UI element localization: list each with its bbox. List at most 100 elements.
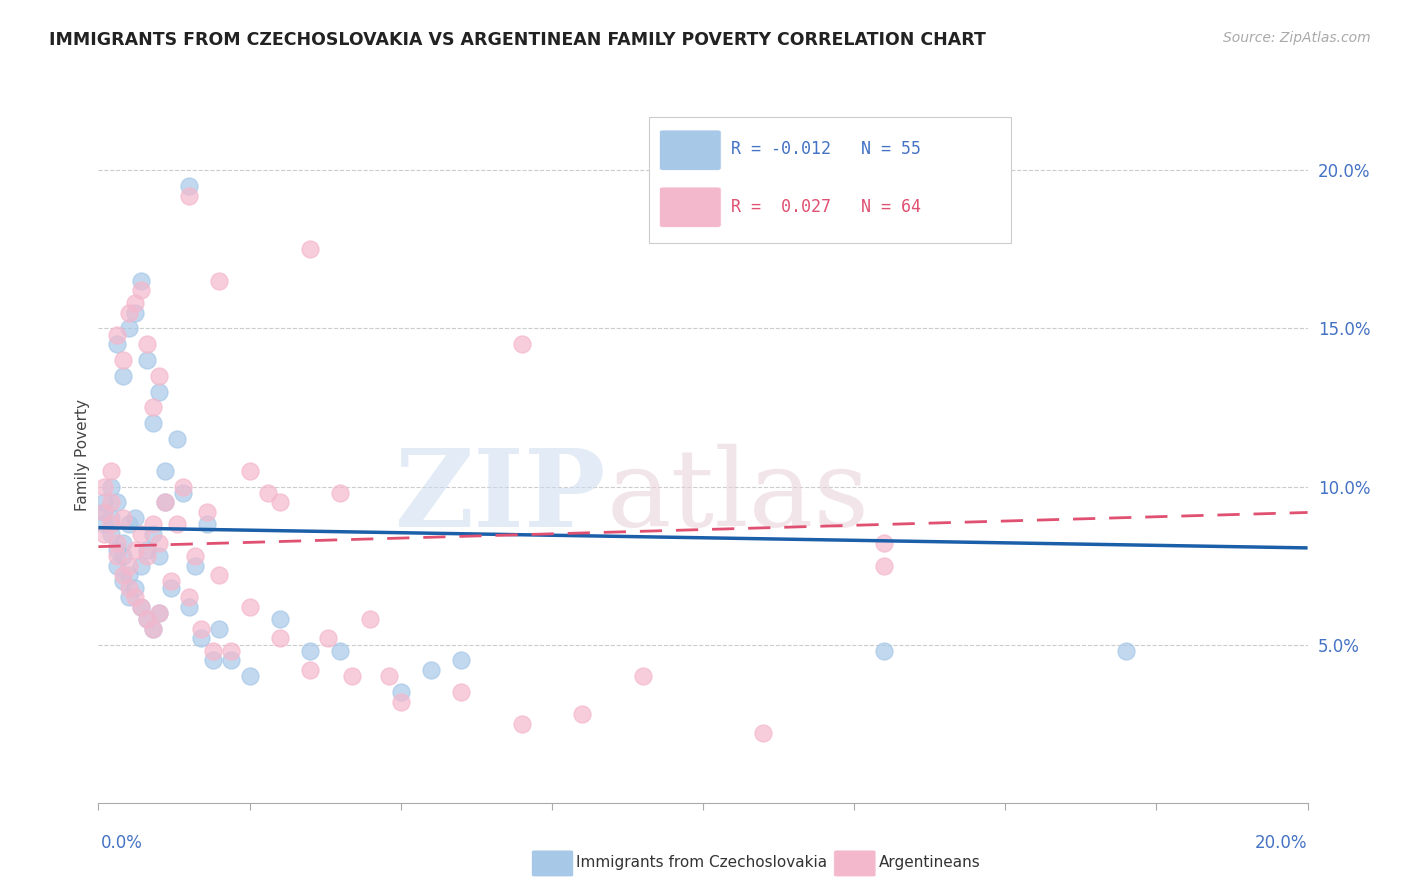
Point <box>510 337 533 351</box>
Point <box>118 517 141 532</box>
Text: IMMIGRANTS FROM CZECHOSLOVAKIA VS ARGENTINEAN FAMILY POVERTY CORRELATION CHART: IMMIGRANTS FROM CZECHOSLOVAKIA VS ARGENT… <box>49 31 986 49</box>
Point <box>221 644 243 658</box>
Point <box>105 327 128 342</box>
Point <box>195 517 218 532</box>
Point <box>256 486 278 500</box>
Point <box>148 606 170 620</box>
Point <box>124 305 146 319</box>
Point <box>342 669 364 683</box>
Point <box>105 542 128 557</box>
Point <box>360 612 382 626</box>
Point <box>135 337 157 351</box>
Point <box>124 511 146 525</box>
Point <box>142 622 165 636</box>
Point <box>166 432 188 446</box>
Point <box>179 188 201 202</box>
Point <box>510 716 533 731</box>
Point <box>129 274 152 288</box>
Point <box>135 353 157 368</box>
FancyBboxPatch shape <box>659 130 721 170</box>
Point <box>299 243 322 257</box>
Point <box>100 511 122 525</box>
Point <box>153 495 176 509</box>
Point <box>208 622 231 636</box>
Point <box>148 536 170 550</box>
Point <box>160 581 183 595</box>
Point <box>93 505 115 519</box>
Point <box>93 527 115 541</box>
Point <box>377 669 399 683</box>
Point <box>172 479 194 493</box>
Text: 20.0%: 20.0% <box>1256 834 1308 852</box>
Point <box>208 568 231 582</box>
Point <box>142 401 165 415</box>
Text: Immigrants from Czechoslovakia: Immigrants from Czechoslovakia <box>576 855 828 870</box>
Point <box>571 707 593 722</box>
Point <box>179 591 201 605</box>
Text: R = -0.012   N = 55: R = -0.012 N = 55 <box>731 140 921 159</box>
Point <box>239 599 262 614</box>
Point <box>135 612 157 626</box>
Point <box>184 549 207 563</box>
Point <box>100 517 122 532</box>
Point <box>129 599 152 614</box>
Point <box>124 591 146 605</box>
Point <box>111 536 134 550</box>
Point <box>111 549 134 563</box>
Point <box>389 685 412 699</box>
Y-axis label: Family Poverty: Family Poverty <box>75 399 90 511</box>
Point <box>142 527 165 541</box>
Point <box>111 353 134 368</box>
Point <box>111 368 134 383</box>
Point <box>269 495 291 509</box>
Point <box>269 612 291 626</box>
Point <box>420 663 443 677</box>
Point <box>148 384 170 399</box>
Point <box>118 591 141 605</box>
Point <box>105 337 128 351</box>
Text: ZIP: ZIP <box>395 443 606 549</box>
Point <box>752 726 775 740</box>
Point <box>105 495 128 509</box>
Point <box>269 632 291 646</box>
Text: 0.0%: 0.0% <box>101 834 143 852</box>
Point <box>100 495 122 509</box>
Point <box>873 644 896 658</box>
Point <box>179 179 201 194</box>
Point <box>124 542 146 557</box>
Point <box>450 653 472 667</box>
Point <box>111 568 134 582</box>
Point <box>118 558 141 573</box>
Point <box>184 558 207 573</box>
Point <box>329 644 352 658</box>
Point <box>329 486 352 500</box>
Point <box>93 495 115 509</box>
Point <box>148 606 170 620</box>
Point <box>129 599 152 614</box>
Point <box>202 653 225 667</box>
Point <box>153 495 176 509</box>
Point <box>135 549 157 563</box>
Point <box>129 558 152 573</box>
Point <box>93 505 115 519</box>
Point <box>299 663 322 677</box>
Point <box>135 542 157 557</box>
Point <box>100 527 122 541</box>
Point <box>450 685 472 699</box>
Point <box>208 274 231 288</box>
FancyBboxPatch shape <box>659 187 721 227</box>
Text: R =  0.027   N = 64: R = 0.027 N = 64 <box>731 197 921 216</box>
Point <box>129 284 152 298</box>
Point <box>142 622 165 636</box>
Point <box>239 464 262 478</box>
Point <box>100 479 122 493</box>
Point <box>93 479 115 493</box>
Text: Argentineans: Argentineans <box>879 855 980 870</box>
Point <box>873 558 896 573</box>
Point <box>105 536 128 550</box>
Point <box>631 669 654 683</box>
Point <box>195 505 218 519</box>
Text: atlas: atlas <box>606 444 869 549</box>
Point <box>221 653 243 667</box>
Point <box>190 622 212 636</box>
